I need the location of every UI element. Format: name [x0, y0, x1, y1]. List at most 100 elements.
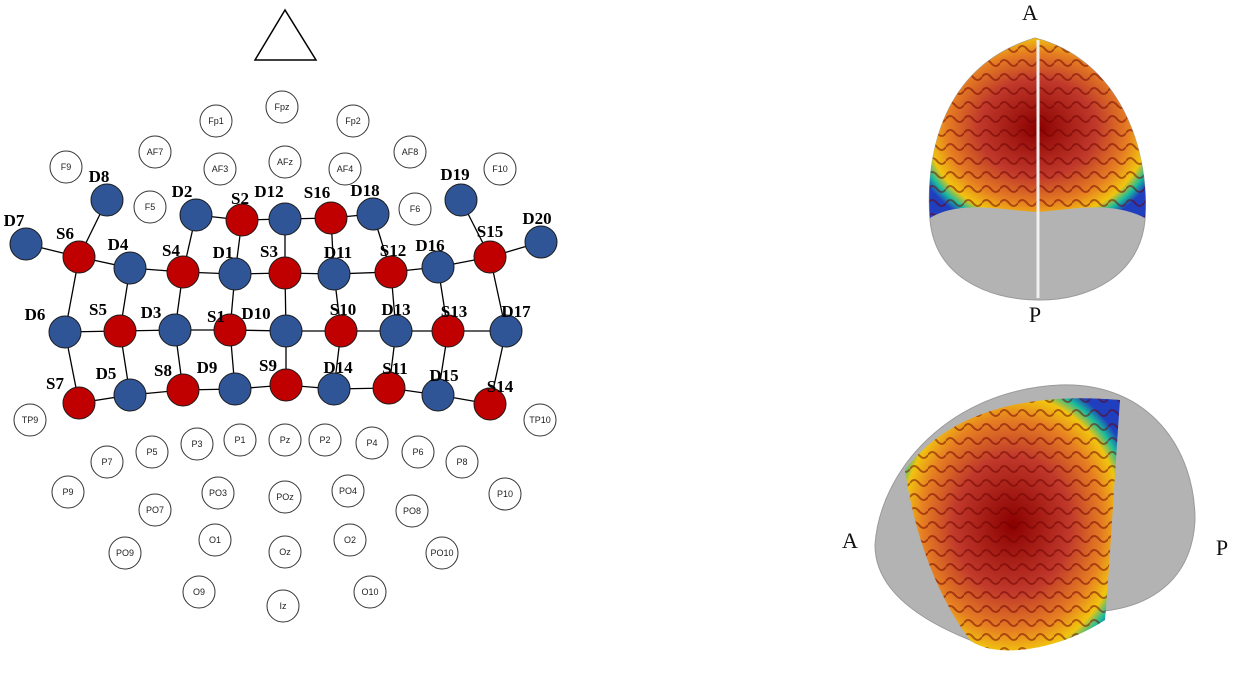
source-s12 [374, 255, 408, 289]
side-view-posterior-label: P [1216, 535, 1228, 560]
electrode-p7-label: P7 [101, 457, 112, 467]
electrode-p2-marker [308, 423, 342, 457]
electrode-fp1-marker [199, 104, 233, 138]
detector-d20-label: D20 [522, 209, 551, 228]
brain-side-view: A P [842, 384, 1228, 651]
detector-d17-label: D17 [501, 302, 531, 321]
source-s11 [372, 371, 406, 405]
electrode-af8-label: AF8 [402, 147, 419, 157]
detector-d6-label: D6 [25, 305, 46, 324]
electrode-p4-label: P4 [366, 438, 377, 448]
detector-d10-label: D10 [241, 304, 270, 323]
detector-d8 [90, 183, 124, 217]
source-s11-label: S11 [382, 359, 408, 378]
electrode-po9-marker [108, 536, 142, 570]
source-s5-label: S5 [89, 300, 107, 319]
electrode-p3-marker [180, 427, 214, 461]
electrode-fp2-marker [336, 104, 370, 138]
source-s9 [269, 368, 303, 402]
electrode-af4-label: AF4 [337, 164, 354, 174]
source-s12-label: S12 [380, 241, 406, 260]
electrode-p9-label: P9 [62, 487, 73, 497]
electrode-p8-marker [445, 445, 479, 479]
source-s6 [62, 240, 96, 274]
source-s16 [314, 201, 348, 235]
electrode-fpz-marker [265, 90, 299, 124]
source-s10-label: S10 [330, 300, 356, 319]
detector-d17 [489, 314, 523, 348]
detector-d12-label: D12 [254, 182, 283, 201]
nasion-triangle-icon [253, 8, 318, 61]
detector-d10 [269, 314, 303, 348]
electrode-po4-label: PO4 [339, 486, 357, 496]
brain-top-view: A P [928, 0, 1147, 327]
detector-d1 [218, 257, 252, 291]
electrode-iz-marker [266, 589, 300, 623]
detector-d19 [444, 183, 478, 217]
electrode-p1-marker [223, 423, 257, 457]
source-s4-label: S4 [162, 241, 180, 260]
source-s13-label: S13 [441, 302, 467, 321]
electrode-tp9-marker [13, 403, 47, 437]
electrode-fp2-label: Fp2 [345, 116, 361, 126]
detector-d5-label: D5 [96, 364, 117, 383]
detector-d20 [524, 225, 558, 259]
source-s3-label: S3 [260, 242, 278, 261]
detector-d19-label: D19 [440, 165, 469, 184]
electrode-f6-label: F6 [410, 204, 421, 214]
electrode-af7-marker [138, 135, 172, 169]
electrode-po7-label: PO7 [146, 505, 164, 515]
electrode-fpz-label: Fpz [274, 102, 290, 112]
source-s15-label: S15 [477, 222, 503, 241]
electrode-af7-label: AF7 [147, 147, 164, 157]
electrode-f5-marker [133, 190, 167, 224]
detector-d5 [113, 378, 147, 412]
eeg-electrodes: Fp1 Fpz Fp2 AF7 AF3 AFz AF4 AF8 F9 F5 F6 F10 TP9 TP10… [13, 90, 557, 623]
electrode-oz-label: Oz [279, 547, 291, 557]
electrode-o1-marker [198, 523, 232, 557]
electrode-p1-label: P1 [234, 435, 245, 445]
detector-d15 [421, 378, 455, 412]
electrode-f5-label: F5 [145, 202, 156, 212]
electrode-po3-label: PO3 [209, 488, 227, 498]
electrode-po10-marker [425, 536, 459, 570]
detector-d9-label: D9 [197, 358, 218, 377]
electrode-af4-marker [328, 152, 362, 186]
detector-d14-label: D14 [323, 358, 353, 377]
source-s7 [62, 386, 96, 420]
electrode-o2-label: O2 [344, 535, 356, 545]
electrode-p6-marker [401, 435, 435, 469]
electrode-afz-marker [268, 145, 302, 179]
electrode-p7-marker [90, 445, 124, 479]
electrode-o10-label: O10 [361, 587, 378, 597]
detector-d18 [356, 197, 390, 231]
source-s8-label: S8 [154, 361, 172, 380]
source-s10 [324, 314, 358, 348]
source-s13 [431, 314, 465, 348]
source-s14 [473, 387, 507, 421]
source-s8 [166, 373, 200, 407]
detector-d3-label: D3 [141, 303, 162, 322]
detector-d4 [113, 251, 147, 285]
detector-d11-label: D11 [324, 243, 352, 262]
detector-d6 [48, 315, 82, 349]
source-s14-label: S14 [487, 377, 514, 396]
detector-d2 [179, 198, 213, 232]
electrode-iz-label: Iz [279, 601, 287, 611]
detector-d13 [379, 314, 413, 348]
electrode-p3-label: P3 [191, 439, 202, 449]
source-s15 [473, 240, 507, 274]
electrode-afz-label: AFz [277, 157, 294, 167]
electrode-f10-label: F10 [492, 164, 508, 174]
electrode-tp10-marker [523, 403, 557, 437]
detector-d9 [218, 372, 252, 406]
electrode-po3-marker [201, 476, 235, 510]
electrode-o2-marker [333, 523, 367, 557]
electrode-p8-label: P8 [456, 457, 467, 467]
source-s9-label: S9 [259, 356, 277, 375]
detector-d1-label: D1 [213, 243, 234, 262]
electrode-af8-marker [393, 135, 427, 169]
electrode-p5-label: P5 [146, 447, 157, 457]
detector-d8-label: D8 [89, 167, 110, 186]
electrode-o9-marker [182, 575, 216, 609]
